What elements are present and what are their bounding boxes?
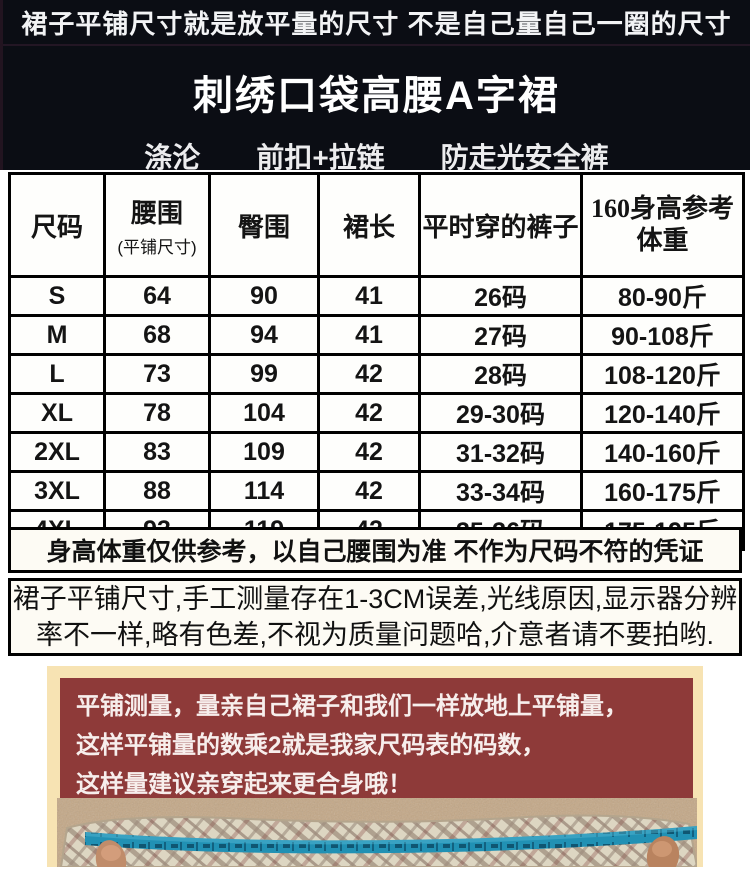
cell-length: 42 (317, 392, 421, 434)
table-header-row: 尺码 腰围 (平铺尺寸) 臀围 裙长 平时穿的裤子 160身高参考体重 (8, 172, 745, 278)
cell-length: 41 (317, 314, 421, 356)
table-row: 3XL 88 114 42 33-34码 160-175斤 (8, 470, 745, 512)
cell-waist: 78 (103, 392, 211, 434)
cell-weight: 120-140斤 (580, 392, 745, 434)
cell-waist: 73 (103, 353, 211, 395)
top-banner-text: 裙子平铺尺寸就是放平量的尺寸 不是自己量自己一圈的尺寸 (3, 0, 750, 46)
cell-size: M (8, 314, 106, 356)
cell-length: 41 (317, 275, 421, 317)
cell-hip: 104 (208, 392, 320, 434)
cell-length: 42 (317, 470, 421, 512)
table-row: L 73 99 42 28码 108-120斤 (8, 353, 745, 395)
tip-line-1: 平铺测量，量亲自己裙子和我们一样放地上平铺量， (76, 693, 628, 720)
cell-pants: 27码 (418, 314, 583, 356)
cell-length: 42 (317, 353, 421, 395)
cell-pants: 26码 (418, 275, 583, 317)
cell-waist: 83 (103, 431, 211, 473)
table-row: S 64 90 41 26码 80-90斤 (8, 275, 745, 317)
cell-waist: 68 (103, 314, 211, 356)
cell-waist: 64 (103, 275, 211, 317)
table-row: M 68 94 41 27码 90-108斤 (8, 314, 745, 356)
table-row: 2XL 83 109 42 31-32码 140-160斤 (8, 431, 745, 473)
feature-closure: 前扣+拉链 (256, 142, 385, 173)
note-disclaimer-line-1: 裙子平铺尺寸,手工测量存在1-3CM误差,光线原因,显示器分辨 (12, 584, 738, 614)
measure-tip-box: 平铺测量，量亲自己裙子和我们一样放地上平铺量， 这样平铺量的数乘2就是我家尺码表… (60, 678, 693, 798)
cell-size: 3XL (8, 470, 106, 512)
tip-line-2: 这样平铺量的数乘2就是我家尺码表的码数， (76, 732, 546, 759)
cell-pants: 31-32码 (418, 431, 583, 473)
cell-pants: 28码 (418, 353, 583, 395)
cell-size: S (8, 275, 106, 317)
cell-hip: 114 (208, 470, 320, 512)
cell-hip: 109 (208, 431, 320, 473)
cell-weight: 160-175斤 (580, 470, 745, 512)
feature-safety: 防走光安全裤 (440, 142, 609, 173)
col-header-weight-ref: 160身高参考体重 (580, 172, 745, 278)
header-block: 裙子平铺尺寸就是放平量的尺寸 不是自己量自己一圈的尺寸 刺绣口袋高腰A字裙 涤沦… (0, 0, 750, 173)
col-header-pants: 平时穿的裤子 (418, 172, 583, 278)
size-table: 尺码 腰围 (平铺尺寸) 臀围 裙长 平时穿的裤子 160身高参考体重 S 64… (8, 172, 745, 551)
col-header-waist-main: 腰围 (130, 197, 183, 228)
product-title: 刺绣口袋高腰A字裙 (193, 74, 560, 118)
tip-line-3: 这样量建议亲穿起来更合身哦！ (76, 771, 412, 798)
cell-weight: 80-90斤 (580, 275, 745, 317)
col-header-hip: 臀围 (208, 172, 320, 278)
cell-pants: 29-30码 (418, 392, 583, 434)
measuring-photo-graphic (57, 798, 697, 867)
cell-hip: 90 (208, 275, 320, 317)
measure-tip-section: 平铺测量，量亲自己裙子和我们一样放地上平铺量， 这样平铺量的数乘2就是我家尺码表… (47, 666, 703, 867)
cell-size: XL (8, 392, 106, 434)
cell-waist: 88 (103, 470, 211, 512)
note-measurement-disclaimer: 裙子平铺尺寸,手工测量存在1-3CM误差,光线原因,显示器分辨 率不一样,略有色… (8, 578, 742, 656)
col-header-size: 尺码 (8, 172, 106, 278)
cell-size: 2XL (8, 431, 106, 473)
feature-fabric: 涤沦 (144, 142, 201, 173)
col-header-length: 裙长 (317, 172, 421, 278)
col-header-waist-sub: (平铺尺寸) (117, 237, 197, 257)
table-row: XL 78 104 42 29-30码 120-140斤 (8, 392, 745, 434)
feature-list: 涤沦 前扣+拉链 防走光安全裤 (3, 136, 750, 176)
cell-length: 42 (317, 431, 421, 473)
measuring-tape-photo (57, 798, 697, 867)
cell-hip: 99 (208, 353, 320, 395)
cell-pants: 33-34码 (418, 470, 583, 512)
cell-weight: 108-120斤 (580, 353, 745, 395)
note-reference-only: 身高体重仅供参考，以自己腰围为准 不作为尺码不符的凭证 (8, 527, 742, 573)
col-header-waist: 腰围 (平铺尺寸) (103, 172, 211, 278)
cell-weight: 90-108斤 (580, 314, 745, 356)
note-disclaimer-line-2: 率不一样,略有色差,不视为质量问题哈,介意者请不要拍哟. (35, 620, 714, 650)
cell-size: L (8, 353, 106, 395)
cell-weight: 140-160斤 (580, 431, 745, 473)
cell-hip: 94 (208, 314, 320, 356)
